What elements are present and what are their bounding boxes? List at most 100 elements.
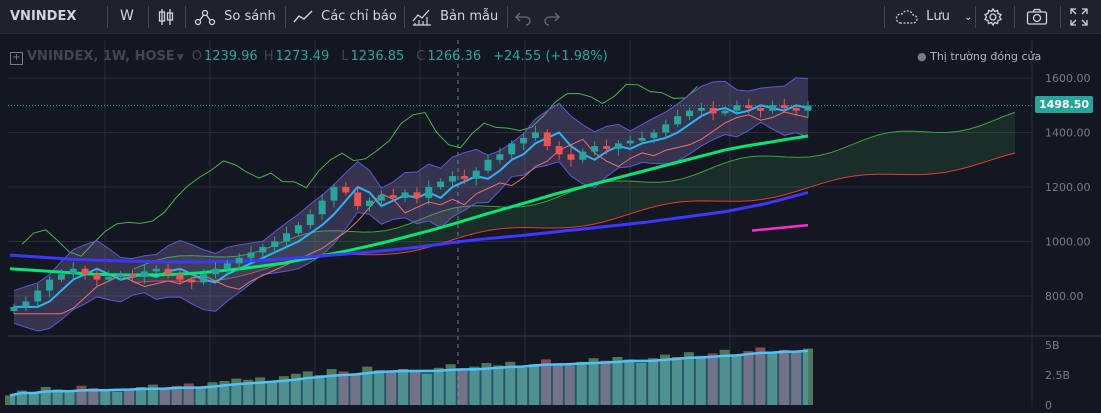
candle-body [721,110,729,114]
candle-body [105,276,113,280]
cloud-fill [134,112,1015,283]
toolbar-divider [884,6,885,28]
undo-button[interactable] [514,0,534,33]
candle-body [164,268,172,275]
volume-ma-area [10,350,808,405]
chevron-down-icon[interactable]: ▼ [176,53,184,63]
chart-type-button[interactable] [156,0,180,33]
candle-body [614,143,622,149]
interval-selector[interactable]: W [120,0,142,33]
candle-body [496,154,504,160]
volume-bar [791,351,802,405]
price-axis: 1600.00 1400.00 1200.00 1000.00 800.00 [1031,40,1091,407]
candle-body [366,200,374,207]
candle-body [662,124,670,133]
last-price-badge: 1498.50 [1035,96,1093,113]
candle-body [69,268,77,275]
candle-body [117,274,125,277]
volume-bar [124,389,135,405]
candle-body [294,225,302,234]
toolbar-divider [148,6,149,28]
candle-body [223,263,231,269]
settings-button[interactable] [983,0,1005,33]
candle-body [448,176,456,182]
volume-bar [195,387,206,405]
toolbar-divider [1060,6,1061,28]
ma-short-line [751,223,809,232]
candle-body [377,195,385,201]
snapshot-button[interactable] [1026,0,1048,33]
candle-body [259,246,267,253]
templates-icon [412,9,431,26]
volume-bar [350,373,361,405]
volume-bar [302,371,313,405]
candle-body [638,137,646,141]
redo-button[interactable] [543,0,563,33]
volume-bar [159,388,170,405]
indicators-button[interactable]: Các chỉ báo [292,0,398,33]
candle-body [531,132,539,138]
low-prefix: L [341,49,349,64]
indicators-label: Các chỉ báo [321,9,397,24]
chevron-down-icon: ⌄ [964,12,973,23]
market-status: ● Thị trường đóng cửa [917,50,1041,63]
fullscreen-button[interactable] [1070,0,1092,33]
price-chart[interactable]: 1600.00 1400.00 1200.00 1000.00 800.00 5B 2.5… [0,34,1101,413]
close-prefix: C [416,49,426,64]
symbol-info[interactable]: VNINDEX, 1W, HOSE [27,49,175,64]
volume-bar [421,373,432,405]
candle-body [780,105,788,108]
volume-bar [469,366,480,405]
candle-body [674,116,682,125]
volume-bar [755,347,766,405]
volume-bar [100,390,111,405]
candle-body [567,154,575,160]
candle-body [342,187,350,193]
volume-bar [779,349,790,405]
compare-icon [194,9,216,25]
volume-bar [445,364,456,405]
symbol-selector[interactable]: VNINDEX [10,0,106,33]
status-dot-icon: ● [917,50,927,63]
chart-area[interactable]: 1600.00 1400.00 1200.00 1000.00 800.00 5B 2.5… [0,34,1101,413]
volume-bar [255,377,266,405]
candle-body [792,107,800,111]
volume-bar [314,375,325,405]
volume-bar [5,395,15,405]
volume-bar [457,369,468,405]
volume-bar [398,369,409,405]
candle-body [57,274,65,280]
close-value: 1266.36 [427,49,482,64]
symbol-label: VNINDEX [10,9,77,24]
high-value: 1273.49 [275,49,330,64]
volume-bar [278,376,289,405]
bb-upper [13,77,809,292]
volume-axis: 5B 2.5B 0 [1045,339,1070,412]
market-status-text: Thị trường đóng cửa [930,50,1042,63]
candle-body [318,200,326,215]
gear-icon [984,7,1002,26]
save-button[interactable]: Lưu ⌄ [893,0,973,33]
candle-body [10,306,18,311]
volume-bar [707,353,718,405]
volume-tick-label: 2.5B [1045,369,1070,382]
toolbar-divider [975,6,976,28]
compare-button[interactable]: So sánh [194,0,278,33]
open-prefix: O [191,49,202,64]
candle-body [247,252,255,258]
templates-button[interactable]: Bản mẫu [411,0,501,33]
red-ma [14,111,809,315]
toolbar-divider [107,6,108,28]
collapse-legend-icon[interactable]: + [10,52,23,65]
candle-body [460,176,468,179]
candles-icon [158,8,174,25]
open-value: 1239.96 [203,49,258,64]
volume-bar [231,378,242,405]
toolbar-divider [507,6,508,28]
volume-bar [540,359,551,405]
candle-body [555,146,563,155]
save-label: Lưu [926,9,950,24]
candle-body [271,241,279,247]
candle-body [709,107,717,114]
price-tick-label: 800.00 [1045,290,1084,303]
